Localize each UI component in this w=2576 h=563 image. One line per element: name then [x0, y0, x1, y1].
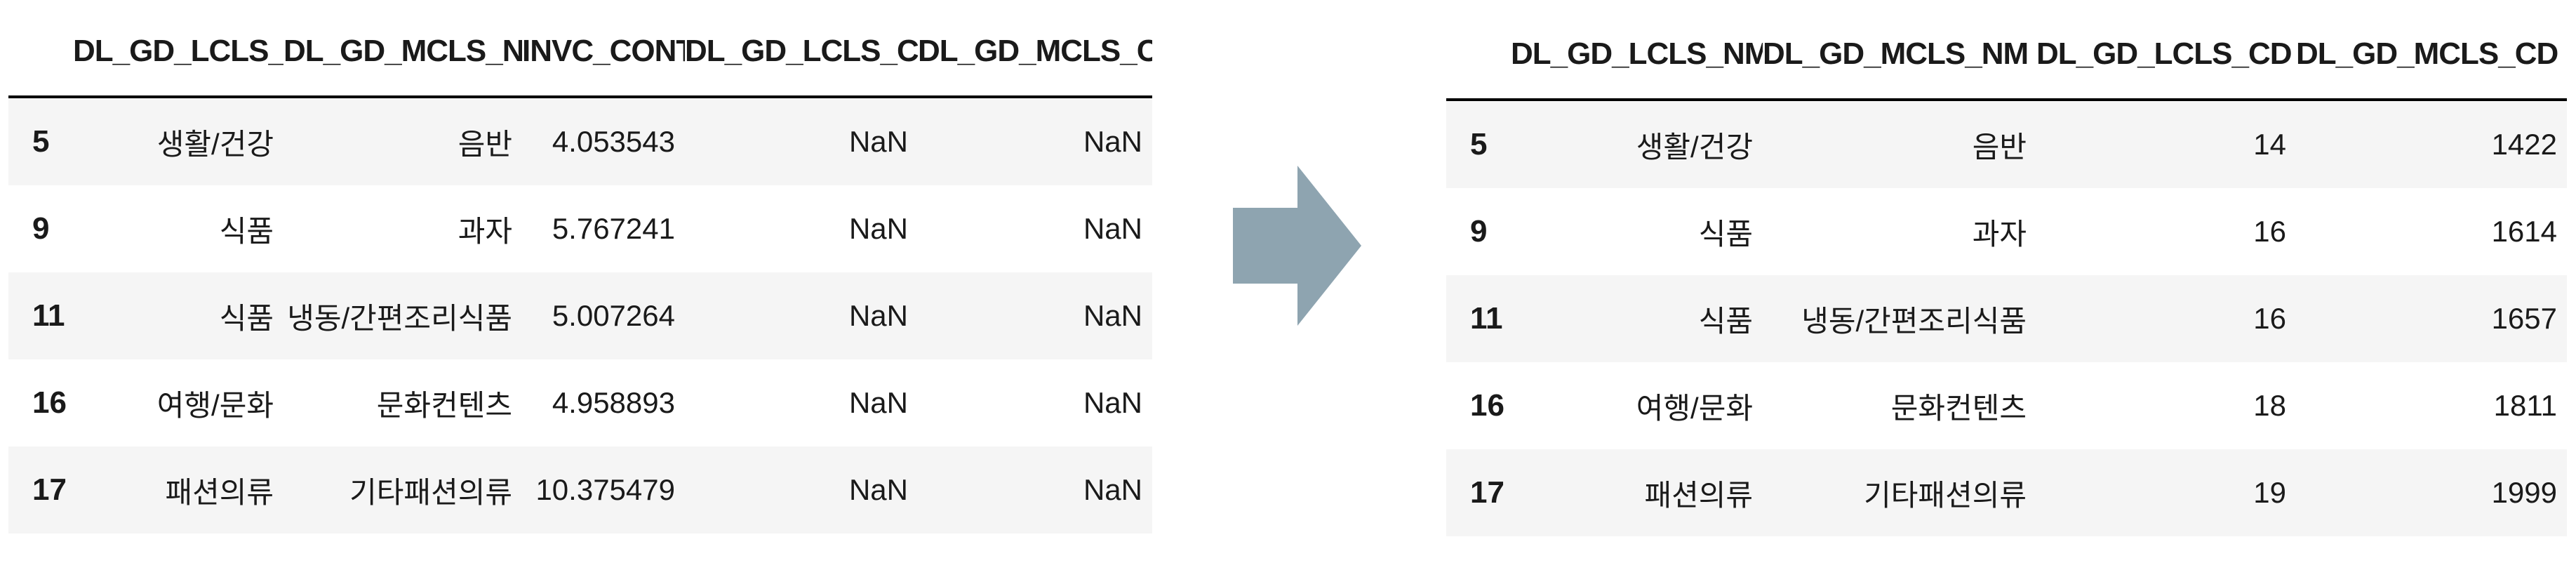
table-cell: 음반 [283, 97, 522, 185]
row-index: 9 [1446, 188, 1511, 275]
table-cell: 1811 [2296, 362, 2567, 449]
table-cell: 4.053543 [522, 97, 685, 185]
column-header: DL_GD_LCLS_NM [1511, 10, 1763, 101]
row-index: 11 [8, 272, 73, 359]
row-index: 5 [8, 97, 73, 185]
table-cell: 생활/건강 [73, 97, 283, 185]
column-header: DL_GD_MCLS_CD [2296, 10, 2567, 101]
table-cell: 1999 [2296, 449, 2567, 536]
row-index: 17 [1446, 449, 1511, 536]
column-header: INVC_CONT [522, 7, 685, 98]
header-row: DL_GD_LCLS_NM DL_GD_MCLS_NM INVC_CONT DL… [8, 7, 1152, 98]
column-header: DL_GD_MCLS_NM [1763, 10, 2036, 101]
table-cell: NaN [918, 446, 1152, 534]
table-cell: 기타패션의류 [283, 446, 522, 534]
table-cell: 식품 [73, 272, 283, 359]
row-index: 11 [1446, 275, 1511, 362]
table-cell: 식품 [1511, 188, 1763, 275]
table-row: 16 여행/문화 문화컨텐츠 4.958893 NaN NaN [8, 359, 1152, 446]
table-cell: 패션의류 [1511, 449, 1763, 536]
table-cell: 16 [2036, 188, 2296, 275]
table-row: 5 생활/건강 음반 4.053543 NaN NaN [8, 97, 1152, 185]
after-dataframe-table: DL_GD_LCLS_NM DL_GD_MCLS_NM DL_GD_LCLS_C… [1446, 10, 2567, 536]
table-cell: 문화컨텐츠 [283, 359, 522, 446]
table-cell: 18 [2036, 362, 2296, 449]
table-row: 11 식품 냉동/간편조리식품 16 1657 [1446, 275, 2567, 362]
table-row: 5 생활/건강 음반 14 1422 [1446, 100, 2567, 188]
column-header: DL_GD_LCLS_CD [685, 7, 918, 98]
table-cell: 식품 [1511, 275, 1763, 362]
column-header: DL_GD_LCLS_NM [73, 7, 283, 98]
table-cell: 음반 [1763, 100, 2036, 188]
row-index: 16 [8, 359, 73, 446]
table-cell: 1657 [2296, 275, 2567, 362]
table-cell: 생활/건강 [1511, 100, 1763, 188]
table-cell: 10.375479 [522, 446, 685, 534]
table-row: 9 식품 과자 16 1614 [1446, 188, 2567, 275]
table-cell: NaN [685, 97, 918, 185]
table-cell: NaN [918, 97, 1152, 185]
table-cell: 패션의류 [73, 446, 283, 534]
table-cell: NaN [685, 446, 918, 534]
row-index: 17 [8, 446, 73, 534]
table-cell: 기타패션의류 [1763, 449, 2036, 536]
table-cell: 냉동/간편조리식품 [283, 272, 522, 359]
table-row: 16 여행/문화 문화컨텐츠 18 1811 [1446, 362, 2567, 449]
table-cell: 과자 [1763, 188, 2036, 275]
table-cell: 5.767241 [522, 185, 685, 272]
column-header: DL_GD_LCLS_CD [2036, 10, 2296, 101]
table-cell: 과자 [283, 185, 522, 272]
table-cell: 문화컨텐츠 [1763, 362, 2036, 449]
table-cell: 16 [2036, 275, 2296, 362]
before-dataframe-table: DL_GD_LCLS_NM DL_GD_MCLS_NM INVC_CONT DL… [8, 7, 1152, 534]
table-cell: 14 [2036, 100, 2296, 188]
table-cell: 1422 [2296, 100, 2567, 188]
table-cell: NaN [918, 359, 1152, 446]
table-row: 9 식품 과자 5.767241 NaN NaN [8, 185, 1152, 272]
index-header [8, 7, 73, 98]
row-index: 5 [1446, 100, 1511, 188]
table-row: 11 식품 냉동/간편조리식품 5.007264 NaN NaN [8, 272, 1152, 359]
table-cell: 1614 [2296, 188, 2567, 275]
table-cell: 여행/문화 [73, 359, 283, 446]
table-row: 17 패션의류 기타패션의류 19 1999 [1446, 449, 2567, 536]
column-header: DL_GD_MCLS_NM [283, 7, 522, 98]
arrow-shape [1233, 166, 1361, 326]
table-cell: NaN [685, 359, 918, 446]
table-row: 17 패션의류 기타패션의류 10.375479 NaN NaN [8, 446, 1152, 534]
table-cell: 5.007264 [522, 272, 685, 359]
table-cell: 식품 [73, 185, 283, 272]
table-cell: NaN [918, 185, 1152, 272]
table-cell: NaN [685, 272, 918, 359]
table-cell: NaN [918, 272, 1152, 359]
row-index: 16 [1446, 362, 1511, 449]
table-cell: 4.958893 [522, 359, 685, 446]
row-index: 9 [8, 185, 73, 272]
index-header [1446, 10, 1511, 101]
table-cell: NaN [685, 185, 918, 272]
table-cell: 냉동/간편조리식품 [1763, 275, 2036, 362]
header-row: DL_GD_LCLS_NM DL_GD_MCLS_NM DL_GD_LCLS_C… [1446, 10, 2567, 101]
right-arrow-icon [1233, 166, 1361, 326]
table-cell: 여행/문화 [1511, 362, 1763, 449]
table-cell: 19 [2036, 449, 2296, 536]
column-header: DL_GD_MCLS_CD [918, 7, 1152, 98]
